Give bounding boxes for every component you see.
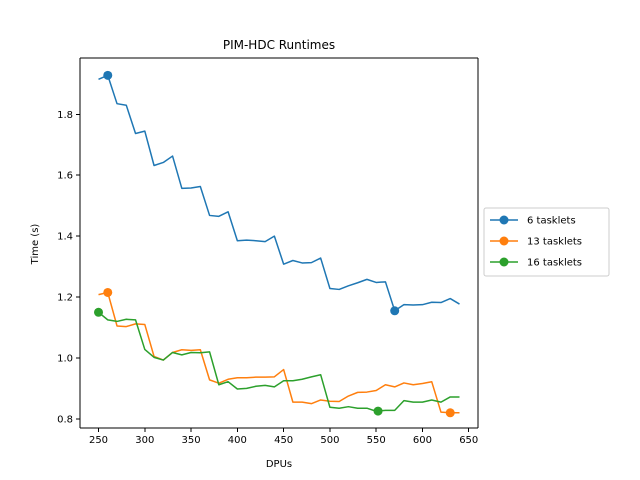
legend-marker-1 bbox=[499, 215, 509, 225]
y-tick-label: 1.0 bbox=[57, 353, 73, 364]
legend: 6 tasklets 13 tasklets 16 tasklets bbox=[483, 207, 610, 277]
x-tick-label: 550 bbox=[367, 435, 386, 446]
y-tick-label: 1.2 bbox=[57, 293, 73, 304]
x-tick-label: 350 bbox=[182, 435, 201, 446]
legend-label-3: 16 tasklets bbox=[527, 258, 582, 269]
x-tick-label: 600 bbox=[413, 435, 432, 446]
series-3-marker-1 bbox=[94, 307, 104, 317]
x-tick-label: 450 bbox=[274, 435, 293, 446]
series-line-1 bbox=[98, 74, 460, 312]
series-1-marker-1 bbox=[103, 70, 113, 80]
series-3-marker-2 bbox=[373, 406, 383, 416]
y-tick-label: 1.4 bbox=[57, 232, 73, 243]
legend-frame bbox=[483, 207, 610, 277]
legend-label-1: 6 tasklets bbox=[527, 216, 576, 227]
x-tick-label: 400 bbox=[228, 435, 247, 446]
x-tick-label: 300 bbox=[135, 435, 154, 446]
legend-marker-2 bbox=[499, 236, 509, 246]
chart-title: PIM-HDC Runtimes bbox=[223, 38, 335, 52]
x-tick-label: 500 bbox=[320, 435, 339, 446]
legend-marker-3 bbox=[499, 257, 509, 267]
y-axis-title: Time (s) bbox=[30, 224, 41, 266]
axes: 250 300 350 400 450 500 550 600 650 0.8 1.0 1.2 1.4 1… bbox=[57, 57, 479, 446]
x-axis-title: DPUs bbox=[266, 459, 292, 470]
plot-area bbox=[94, 70, 460, 418]
legend-label-2: 13 tasklets bbox=[527, 237, 582, 248]
series-1-marker-2 bbox=[390, 306, 400, 316]
series-line-3 bbox=[98, 311, 460, 412]
y-tick-label: 1.8 bbox=[57, 110, 73, 121]
series-2-marker-1 bbox=[103, 287, 113, 297]
x-tick-label: 250 bbox=[89, 435, 108, 446]
x-tick-label: 650 bbox=[459, 435, 478, 446]
series-2-marker-2 bbox=[445, 408, 455, 418]
y-tick-label: 1.6 bbox=[57, 171, 73, 182]
y-tick-label: 0.8 bbox=[57, 414, 73, 425]
series-line-2 bbox=[98, 291, 460, 414]
